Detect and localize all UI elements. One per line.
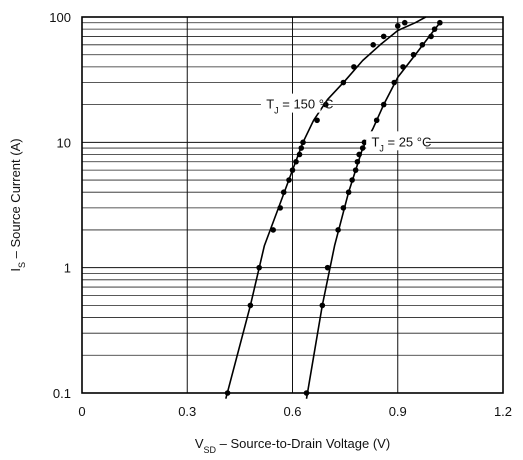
series-label-main: T (371, 134, 379, 149)
data-point (298, 145, 305, 151)
y-axis-title: IS – Source Current (A) (8, 138, 27, 271)
data-point (356, 151, 362, 158)
data-point (394, 23, 401, 29)
data-point (280, 189, 287, 196)
series-label-rest: = 25 °C (384, 134, 431, 149)
y-tick-label: 100 (49, 10, 71, 25)
data-point (359, 145, 366, 151)
x-tick-label: 0 (78, 404, 85, 419)
series-label-sub: J (379, 143, 384, 153)
x-axis-title-sub: SD (204, 445, 217, 455)
data-point (370, 42, 376, 48)
data-point (380, 33, 387, 40)
data-point (351, 64, 357, 70)
series-points (224, 19, 443, 396)
y-axis-title-rest: – Source Current (A) (8, 138, 23, 262)
series-label-background (366, 131, 426, 151)
x-axis-title-main: V (195, 436, 204, 451)
series-line-1 (225, 16, 427, 399)
data-point (437, 19, 443, 26)
data-point (419, 42, 426, 48)
data-point (335, 227, 341, 233)
data-point (224, 390, 231, 396)
data-point (345, 189, 352, 196)
series-label-rest: = 150 °C (279, 97, 334, 112)
data-point (428, 33, 434, 40)
y-tick-label: 10 (57, 135, 71, 150)
plot-frame (81, 16, 504, 394)
series-label-2: TJ = 25 °C (371, 134, 431, 153)
data-point (303, 390, 310, 396)
data-point (319, 302, 326, 309)
data-point (323, 101, 329, 108)
data-point (354, 158, 361, 165)
series-label-background (260, 93, 321, 113)
series-label-sub: J (274, 106, 279, 116)
data-point (349, 177, 355, 183)
data-point (401, 19, 408, 26)
data-point (400, 64, 406, 70)
x-tick-label: 1.2 (494, 404, 512, 419)
series-line-2 (305, 22, 441, 399)
data-point (324, 264, 331, 271)
data-point (391, 79, 398, 86)
x-tick-label: 0.6 (283, 404, 301, 419)
data-point (340, 205, 347, 211)
y-axis-title-main: I (8, 268, 23, 272)
data-point (270, 227, 277, 233)
x-axis-title: VSD – Source-to-Drain Voltage (V) (195, 436, 390, 455)
series-label-1: TJ = 150 °C (266, 97, 333, 116)
data-point (431, 26, 438, 32)
series-labels: TJ = 150 °CTJ = 25 °C (260, 93, 431, 153)
data-point (256, 264, 262, 271)
plot-border (81, 16, 504, 394)
data-point (352, 167, 359, 173)
data-point (300, 139, 306, 146)
data-point (277, 205, 284, 211)
data-point (410, 51, 417, 58)
series-curves (225, 16, 441, 399)
gridlines-major (81, 16, 504, 394)
x-tick-label: 0.9 (389, 404, 407, 419)
data-point (340, 79, 347, 86)
y-tick-labels: 0.1 1 10 100 (49, 10, 71, 401)
data-point (247, 302, 254, 309)
data-point (314, 117, 320, 124)
data-point (296, 151, 303, 158)
data-point (286, 177, 292, 183)
data-point (289, 167, 296, 173)
data-point (361, 139, 368, 146)
data-point (380, 101, 387, 108)
x-tick-label: 0.3 (178, 404, 196, 419)
y-axis-title-sub: S (17, 262, 27, 268)
data-point (373, 117, 380, 124)
x-tick-labels: 0 0.3 0.6 0.9 1.2 (78, 404, 512, 419)
series-label-main: T (266, 97, 274, 112)
y-tick-label: 1 (64, 261, 71, 276)
data-point (293, 158, 299, 165)
y-tick-label: 0.1 (53, 386, 71, 401)
x-axis-title-rest: – Source-to-Drain Voltage (V) (216, 436, 390, 451)
